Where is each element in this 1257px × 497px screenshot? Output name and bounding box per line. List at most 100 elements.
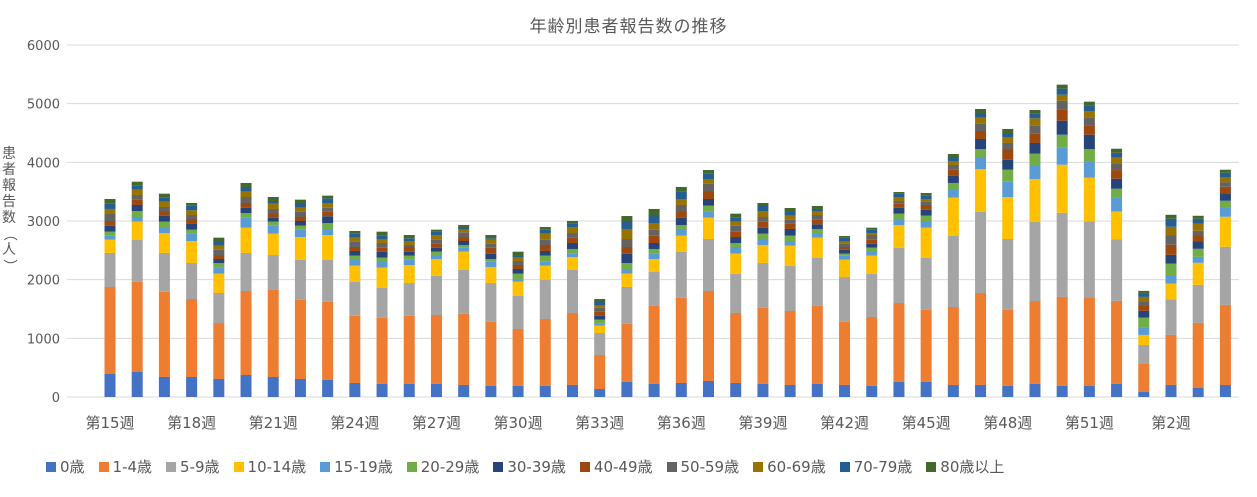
bar-segment <box>158 193 170 198</box>
bar-segment <box>213 263 225 268</box>
bar-segment <box>893 219 905 225</box>
bar-segment <box>975 156 987 170</box>
bar-segment <box>240 213 252 218</box>
bar-segment <box>158 201 170 207</box>
bar-segment <box>322 222 334 229</box>
legend-item: 60-69歳 <box>753 456 826 477</box>
bar-segment <box>1165 263 1177 276</box>
bar-segment <box>757 233 769 240</box>
bar-segment <box>213 323 225 379</box>
bar-segment <box>322 216 334 223</box>
bar-segment <box>839 237 851 242</box>
bar-segment <box>1192 218 1204 224</box>
bar-segment <box>458 232 470 238</box>
bar-segment <box>1165 299 1177 335</box>
y-axis-label: 患者報告数（人） <box>1 146 17 274</box>
y-tick-label: 4000 <box>27 156 60 171</box>
bar-segment <box>1192 223 1204 231</box>
bar-segment <box>1029 383 1041 397</box>
legend-swatch <box>926 461 937 472</box>
bar-segment <box>594 325 606 333</box>
bar-segment <box>703 239 715 291</box>
bar-segment <box>1165 214 1177 219</box>
bar-segment <box>730 246 742 254</box>
bar-segment <box>975 149 987 157</box>
legend-label: 40-49歳 <box>593 458 653 476</box>
bar-segment <box>403 235 415 239</box>
bar-segment <box>240 186 252 192</box>
bar-segment <box>104 221 116 226</box>
bar-segment <box>458 229 470 233</box>
bar-segment <box>621 268 633 274</box>
bar-segment <box>430 229 442 232</box>
bar-segment <box>1165 235 1177 245</box>
bar-segment <box>566 269 578 313</box>
bar-segment <box>213 245 225 250</box>
bar-segment <box>104 203 116 209</box>
bar-segment <box>430 231 442 236</box>
bar-segment <box>757 307 769 384</box>
bar-segment <box>703 199 715 206</box>
legend-swatch <box>406 461 417 472</box>
bar-segment <box>485 259 497 262</box>
bar-segment <box>158 215 170 222</box>
bar-segment <box>947 307 959 385</box>
bar-segment <box>158 233 170 253</box>
bar-segment <box>213 249 225 256</box>
bar-segment <box>703 178 715 184</box>
bar-segment <box>1111 178 1123 189</box>
bar-segment <box>594 305 606 308</box>
bar-segment <box>675 228 687 236</box>
bar-segment <box>458 226 470 230</box>
bar-segment <box>1056 164 1068 213</box>
bar-segment <box>267 255 279 290</box>
y-tick-label: 5000 <box>27 98 60 113</box>
bar-segment <box>1002 129 1014 133</box>
bar-segment <box>893 213 905 220</box>
bar-segment <box>1192 387 1204 397</box>
bar-segment <box>730 213 742 218</box>
bar-segment <box>403 283 415 316</box>
bar-segment <box>730 273 742 313</box>
bar-segment <box>703 380 715 397</box>
bar-segment <box>294 378 306 397</box>
bar-segment <box>811 228 823 234</box>
bar-segment <box>648 383 660 397</box>
bar-segment <box>267 225 279 234</box>
bar-segment <box>240 217 252 228</box>
bar-segment <box>1138 310 1150 318</box>
bar-segment <box>975 169 987 212</box>
bar-segment <box>784 211 796 216</box>
bar-segment <box>322 202 334 208</box>
bar-segment <box>104 287 116 374</box>
bar-segment <box>1056 385 1068 397</box>
bar-segment <box>975 123 987 132</box>
bar-segment <box>485 253 497 260</box>
bar-segment <box>1056 134 1068 148</box>
bar-segment <box>267 213 279 218</box>
bar-segment <box>294 259 306 300</box>
bar-segment <box>349 315 361 383</box>
bar-segment <box>512 265 524 269</box>
bar-segment <box>784 310 796 385</box>
bar-segment <box>920 199 932 202</box>
bar-segment <box>240 191 252 198</box>
bar-segment <box>648 253 660 260</box>
bar-segment <box>947 175 959 183</box>
bar-segment <box>703 170 715 174</box>
legend-item: 70-79歳 <box>839 456 912 477</box>
bar-segment <box>1219 169 1231 173</box>
bar-segment <box>512 255 524 258</box>
x-tick-label: 第2週 <box>1151 414 1191 432</box>
bar-segment <box>920 215 932 221</box>
bar-segment <box>920 309 932 382</box>
bar-segment <box>186 210 198 216</box>
bar-segment <box>975 131 987 139</box>
bar-segment <box>1083 117 1095 126</box>
bar-segment <box>1192 248 1204 257</box>
bar-segment <box>1029 142 1041 154</box>
bar-segment <box>1219 193 1231 201</box>
bar-segment <box>1002 149 1014 160</box>
bar-segment <box>1083 221 1095 298</box>
legend: 0歳 1-4歳 5-9歳 10-14歳 15-19歳 20-29歳 30-39歳 40-49歳… <box>46 456 1246 477</box>
